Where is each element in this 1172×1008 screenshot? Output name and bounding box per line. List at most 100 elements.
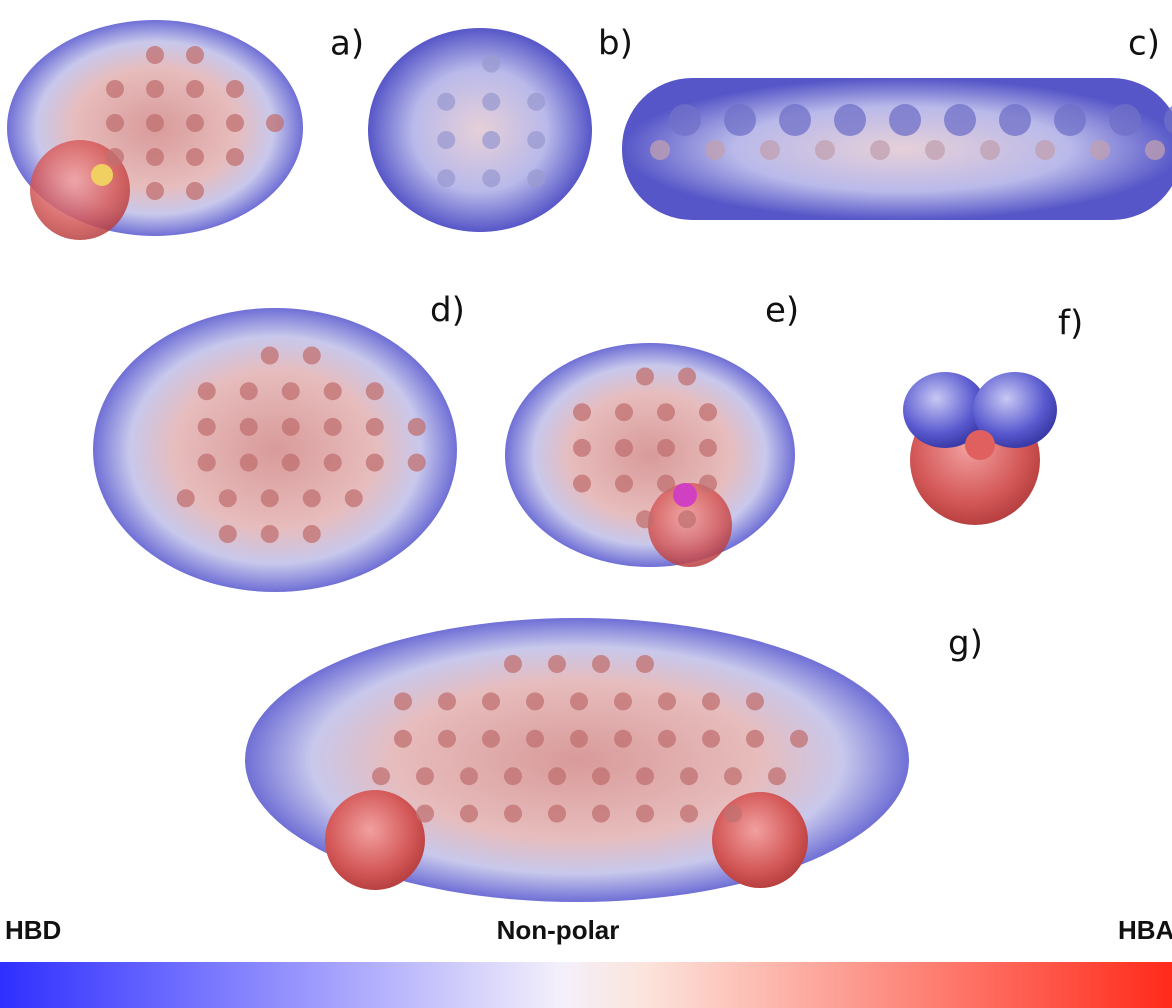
atom [1164, 106, 1172, 134]
atom [260, 489, 279, 508]
atom [527, 131, 546, 149]
scale-left-label: HBD [5, 915, 61, 945]
atom [482, 92, 501, 111]
atom [573, 438, 591, 457]
atom [323, 417, 342, 436]
atom [482, 131, 501, 149]
atom [790, 729, 808, 748]
atom [302, 346, 321, 365]
atom [365, 382, 384, 401]
atom [573, 474, 591, 493]
atom [669, 104, 701, 136]
atom [657, 403, 675, 422]
atom [768, 767, 786, 786]
panel-label: c) [1128, 24, 1160, 64]
atom [925, 140, 945, 160]
atom [614, 692, 632, 711]
atom [592, 655, 610, 673]
atom [815, 140, 835, 160]
negative-region [712, 792, 808, 888]
atom [416, 767, 434, 786]
atom [482, 54, 501, 73]
atom [1109, 104, 1141, 136]
panel-label: d) [430, 291, 465, 331]
atom [636, 804, 654, 823]
atom [407, 453, 426, 472]
atom [705, 140, 725, 160]
atom [678, 367, 696, 386]
atom [680, 804, 698, 823]
atom [437, 169, 456, 188]
atom [870, 140, 890, 160]
atom [197, 453, 216, 472]
atom [416, 804, 434, 823]
atom [146, 114, 164, 132]
atom [226, 114, 244, 132]
negative-region [325, 790, 425, 890]
atom [1090, 140, 1110, 160]
atom [702, 692, 720, 711]
atom [226, 80, 244, 98]
molecule-surface [93, 308, 457, 592]
atom [197, 382, 216, 401]
atom [615, 474, 633, 493]
atom [438, 692, 456, 711]
atom [779, 104, 811, 136]
atom [437, 92, 456, 111]
atom [239, 417, 258, 436]
atom [106, 114, 124, 132]
atom [657, 438, 675, 457]
atom [372, 767, 390, 786]
phosphorus-atom [673, 483, 697, 507]
atom [724, 767, 742, 786]
atom [407, 417, 426, 436]
atom [614, 729, 632, 748]
atom [504, 767, 522, 786]
atom [365, 417, 384, 436]
positive-region [973, 372, 1057, 448]
atom [394, 692, 412, 711]
atom [678, 510, 696, 529]
atom [281, 453, 300, 472]
atom [260, 525, 279, 543]
atom [438, 729, 456, 748]
atom [186, 182, 204, 200]
scale-right-label: HBA [1118, 915, 1172, 945]
atom [504, 804, 522, 823]
atom [699, 474, 717, 493]
atom [760, 140, 780, 160]
atom [197, 417, 216, 436]
atom [680, 767, 698, 786]
atom [239, 453, 258, 472]
atom [526, 692, 544, 711]
atom [615, 438, 633, 457]
oxygen-atom [965, 430, 995, 460]
atom [146, 46, 164, 64]
atom [323, 453, 342, 472]
atom [504, 655, 522, 673]
atom [186, 148, 204, 166]
atom [344, 489, 363, 508]
atom [482, 169, 501, 188]
atom [944, 104, 976, 136]
atom [636, 367, 654, 386]
atom [889, 104, 921, 136]
atom [724, 104, 756, 136]
atom [592, 767, 610, 786]
atom [1054, 104, 1086, 136]
atom [746, 729, 764, 748]
atom [527, 169, 546, 188]
atom [186, 46, 204, 64]
atom [702, 729, 720, 748]
atom [699, 438, 717, 457]
atom [636, 655, 654, 673]
atom [548, 767, 566, 786]
atom [650, 140, 670, 160]
atom [460, 767, 478, 786]
atom [999, 104, 1031, 136]
panel-label: e) [765, 291, 799, 331]
atom [266, 114, 284, 132]
atom [281, 417, 300, 436]
atom [636, 767, 654, 786]
